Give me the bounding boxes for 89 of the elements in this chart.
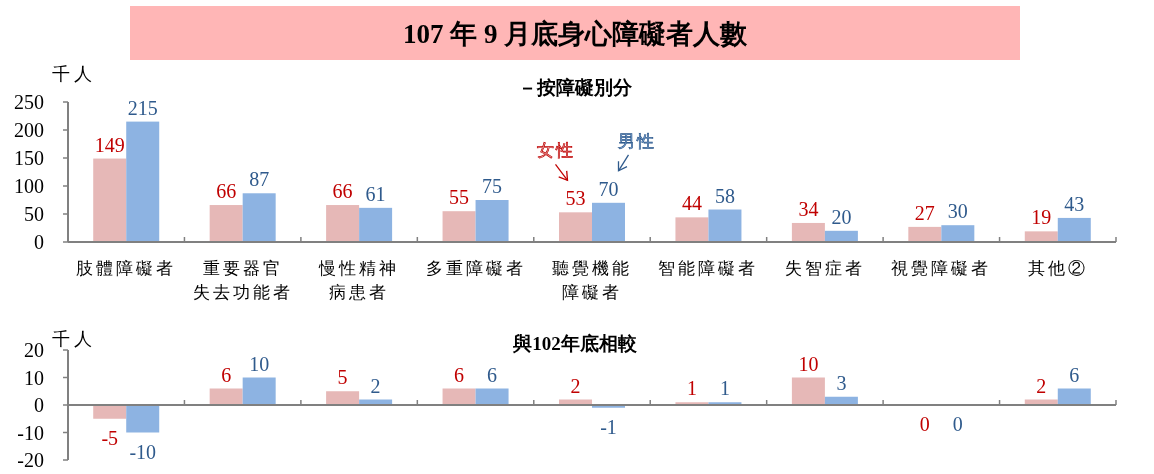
bar — [326, 391, 360, 405]
x-tick-label: 多重障礙者 — [425, 259, 526, 278]
bar — [209, 388, 243, 405]
bar — [675, 217, 709, 242]
data-label: 20 — [831, 205, 852, 228]
data-label: 10 — [249, 352, 270, 375]
data-label: 75 — [482, 175, 503, 197]
y-tick-label: 100 — [14, 175, 44, 197]
bar — [908, 226, 942, 242]
data-label: 58 — [714, 184, 735, 207]
bar — [1024, 231, 1058, 242]
bar — [1057, 388, 1091, 405]
data-label: 0 — [919, 413, 930, 435]
text: 女性 — [536, 141, 575, 161]
data-label: 66 — [216, 180, 237, 203]
data-label: 2 — [1036, 374, 1047, 397]
bar — [242, 377, 276, 405]
bar — [791, 377, 825, 405]
x-tick-label: 肢體障礙者 — [76, 259, 177, 278]
y-tick-label: -10 — [17, 421, 44, 444]
bar — [93, 405, 127, 419]
data-label: 61 — [365, 182, 386, 205]
data-label: 34 — [798, 197, 819, 220]
bar — [93, 158, 127, 242]
y-tick-label: 0 — [34, 231, 44, 253]
x-tick-label: 視覺障礙者 — [891, 259, 992, 278]
data-label: 1 — [719, 377, 730, 400]
bar — [326, 205, 360, 242]
data-label: -1 — [600, 415, 617, 438]
y-tick-label: 250 — [14, 91, 44, 113]
data-label: 6 — [1069, 363, 1080, 386]
bar — [359, 207, 393, 242]
bar — [209, 205, 243, 242]
data-label: 10 — [798, 352, 819, 375]
bar — [592, 202, 625, 242]
data-label: 70 — [598, 177, 619, 200]
x-tick-label: 其他② — [1027, 259, 1088, 278]
data-label: 2 — [570, 374, 581, 397]
y-axis-title: 千人 — [52, 329, 96, 349]
y-axis-title: 千人 — [52, 64, 96, 84]
bar — [475, 388, 509, 405]
bar — [559, 212, 592, 242]
x-tick-label: 聽覺機能障礙者 — [552, 259, 632, 302]
x-tick-label: 重要器官失去功能者 — [192, 259, 293, 302]
data-label: 6 — [487, 363, 498, 386]
x-tick-label: 智能障礙者 — [658, 259, 759, 278]
bar — [442, 388, 476, 405]
data-label: -10 — [129, 440, 157, 463]
bar — [708, 209, 742, 242]
bar — [1057, 217, 1091, 242]
data-label: 19 — [1031, 206, 1052, 229]
bar — [475, 200, 509, 242]
data-label: 6 — [221, 363, 232, 386]
data-label: 44 — [681, 192, 702, 215]
data-label: 43 — [1064, 192, 1085, 215]
data-label: 30 — [947, 200, 968, 223]
bar — [442, 211, 476, 242]
data-label: 53 — [565, 187, 586, 210]
data-label: -5 — [101, 426, 119, 449]
data-label: 0 — [952, 413, 963, 435]
bar — [242, 193, 276, 242]
data-label: 3 — [836, 371, 847, 394]
data-label: 5 — [337, 366, 348, 389]
bar — [126, 405, 160, 433]
x-tick-label: 失智症者 — [784, 259, 865, 278]
data-label: 2 — [370, 374, 381, 397]
chart-title: 107 年 9 月底身心障礙者人數 — [402, 19, 749, 49]
bar — [941, 225, 975, 242]
y-tick-label: -20 — [17, 449, 44, 471]
x-tick-label: 慢性精神病患者 — [318, 259, 400, 302]
data-label: 6 — [454, 363, 465, 386]
text: 男性 — [617, 131, 656, 151]
y-tick-label: 50 — [24, 203, 44, 225]
y-tick-label: 10 — [24, 366, 44, 389]
y-tick-label: 200 — [14, 119, 44, 141]
data-label: 1 — [686, 377, 697, 400]
bar — [126, 121, 160, 242]
chart-subtitle: －按障礙別分 — [518, 77, 633, 98]
data-label: 215 — [127, 96, 158, 119]
chart-title: 與102年底相較 — [512, 333, 638, 354]
data-label: 66 — [332, 180, 353, 203]
bar — [791, 222, 825, 242]
y-tick-label: 150 — [14, 147, 44, 169]
data-label: 55 — [449, 186, 470, 209]
data-label: 149 — [94, 133, 125, 156]
data-label: 27 — [914, 201, 935, 224]
y-tick-label: 0 — [34, 394, 44, 416]
data-label: 87 — [249, 168, 270, 191]
y-tick-label: 20 — [24, 339, 44, 361]
